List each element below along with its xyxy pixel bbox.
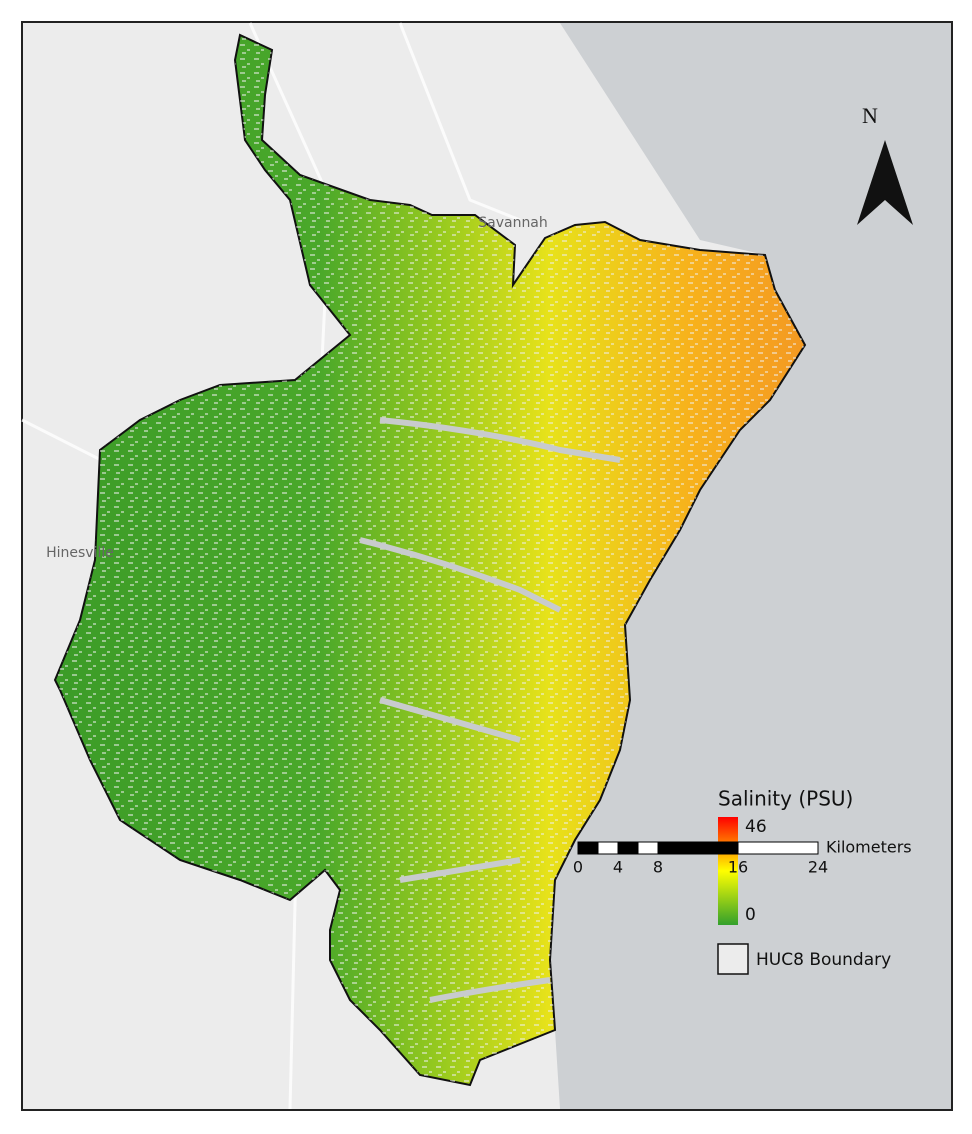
scale-tick-label: 24 (808, 858, 828, 877)
scale-segment (657, 841, 739, 855)
scale-tick-label: 4 (613, 858, 623, 877)
legend-boundary-swatch (717, 943, 749, 975)
legend-max: 46 (745, 817, 767, 837)
channels (359, 417, 621, 1003)
north-label: N (862, 103, 878, 128)
legend-min: 0 (745, 905, 756, 925)
legend-boundary-label: HUC8 Boundary (756, 950, 891, 970)
scale-segment (597, 841, 619, 855)
scale-tick-label: 0 (573, 858, 583, 877)
scale-segment (617, 841, 639, 855)
scale-unit: Kilometers (826, 838, 912, 857)
scale-segment (577, 841, 599, 855)
legend-title: Salinity (PSU) (718, 787, 853, 811)
scale-tick-label: 8 (653, 858, 663, 877)
scale-segment (637, 841, 659, 855)
city-label: Savannah (478, 215, 548, 231)
scale-tick-label: 16 (728, 858, 748, 877)
north-arrow (857, 140, 913, 225)
scale-segment (737, 841, 819, 855)
city-label: Hinesville (46, 545, 114, 561)
ocean (550, 23, 951, 1109)
